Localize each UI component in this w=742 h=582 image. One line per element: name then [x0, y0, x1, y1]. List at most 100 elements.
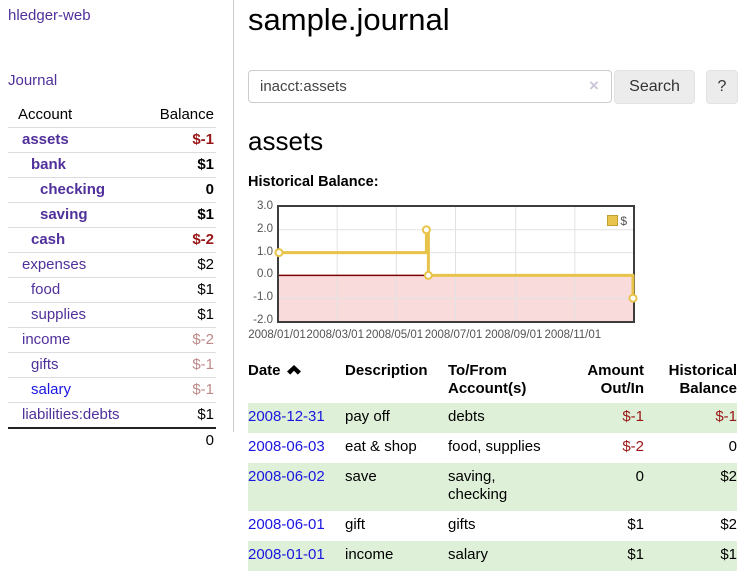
chart-x-axis-labels: 2008/01/01 2008/03/01 2008/05/01 2008/07/01… — [248, 329, 742, 343]
accounts-table-header: Account Balance — [8, 103, 216, 128]
sidebar-account-link[interactable]: bank — [31, 156, 67, 173]
register-row: 2008-01-01 income salary $1 $1 — [248, 540, 737, 571]
register-row: 2008-06-01 gift gifts $1 $2 — [248, 511, 737, 541]
transaction-date-link[interactable]: 2008-12-31 — [248, 408, 325, 425]
description-cell: gift — [345, 516, 366, 533]
sidebar-account-link[interactable]: income — [22, 331, 71, 348]
description-cell: income — [345, 540, 448, 571]
balance-cell: $2 — [644, 462, 737, 511]
register-table: Date Description To/From Account(s) Amou… — [248, 358, 737, 571]
x-tick-label: 2008/07/01 — [424, 329, 483, 341]
accounts-total-row: 0 — [8, 427, 216, 453]
account-row: income $-2 — [8, 327, 216, 353]
sidebar-account-link[interactable]: checking — [40, 181, 106, 198]
account-name-cell: expenses — [8, 252, 139, 278]
sidebar-account-link[interactable]: cash — [31, 231, 66, 248]
search-button[interactable]: Search — [614, 70, 695, 104]
account-row: gifts $-1 — [8, 352, 216, 378]
date-cell: 2008-12-31 — [248, 403, 345, 433]
y-tick-label: -2.0 — [253, 314, 273, 326]
register-row: 2008-06-03 eat & shop food, supplies $-2 0 — [248, 433, 737, 463]
account-name-cell: gifts — [8, 352, 139, 378]
accounts-table: Account Balance assets $-1 bank $1 checking 0… — [8, 103, 216, 453]
amount-column-header: Amount Out/In — [587, 362, 644, 397]
y-tick-label: 0.0 — [257, 268, 273, 281]
description-cell: save — [345, 462, 448, 511]
account-row: assets $-1 — [8, 127, 216, 153]
sidebar-account-link[interactable]: saving — [40, 206, 88, 223]
search-input[interactable] — [248, 70, 612, 103]
chart-heading: Historical Balance: — [248, 174, 379, 190]
description-cell: eat & shop — [345, 437, 417, 455]
date-cell: 2008-06-03 — [248, 433, 345, 463]
account-name-cell: food — [8, 277, 139, 303]
account-balance: 0 — [138, 177, 216, 203]
amount-cell: $1 — [627, 516, 644, 533]
y-tick-label: 3.0 — [257, 200, 273, 212]
balance-column-header: Balance — [159, 106, 214, 123]
account-balance: $-2 — [138, 327, 216, 353]
account-balance: $1 — [138, 302, 216, 328]
legend-label: $ — [620, 214, 627, 228]
x-tick-label: 2008/11/01 — [544, 329, 602, 341]
sidebar-account-link[interactable]: liabilities:debts — [22, 406, 120, 423]
account-balance: $2 — [138, 252, 216, 278]
chart-plot-area: $ — [274, 205, 638, 323]
description-column-header: Description — [345, 362, 428, 379]
accounts-cell: gifts — [448, 516, 476, 533]
account-name-cell: checking — [8, 177, 139, 203]
account-name-cell: assets — [8, 127, 139, 153]
sidebar-account-link[interactable]: assets — [22, 131, 69, 148]
y-tick-label: 2.0 — [257, 222, 273, 235]
date-column-header[interactable]: Date — [248, 358, 345, 403]
sidebar-account-link[interactable]: food — [31, 281, 61, 298]
account-row: supplies $1 — [8, 302, 216, 328]
y-tick-label: 1.0 — [257, 245, 273, 258]
amount-cell: $1 — [556, 540, 644, 571]
date-cell: 2008-01-01 — [248, 540, 345, 571]
balance-cell: 0 — [728, 437, 737, 455]
transaction-date-link[interactable]: 2008-06-02 — [248, 467, 325, 485]
accounts-cell: debts — [448, 403, 556, 433]
sidebar-divider — [233, 0, 234, 432]
account-heading: assets — [248, 126, 324, 156]
sidebar-account-link[interactable]: gifts — [31, 356, 59, 373]
account-balance: $-2 — [138, 227, 216, 253]
account-balance: $1 — [138, 202, 216, 228]
account-name-cell: cash — [8, 227, 139, 253]
transaction-date-link[interactable]: 2008-01-01 — [248, 545, 325, 563]
account-balance: $-1 — [138, 352, 216, 378]
search-bar: × Search ? — [248, 70, 742, 104]
balance-column-header: Historical Balance — [668, 362, 737, 397]
account-row: expenses $2 — [8, 252, 216, 278]
register-row: 2008-12-31 pay off debts $-1 $-1 — [248, 403, 737, 433]
clear-search-icon[interactable]: × — [589, 76, 599, 95]
sidebar-account-link[interactable]: salary — [31, 381, 72, 398]
account-row: checking 0 — [8, 177, 216, 203]
account-balance: $1 — [138, 402, 216, 428]
account-row: salary $-1 — [8, 377, 216, 403]
app-brand-link[interactable]: hledger-web — [8, 7, 91, 24]
account-name-cell: income — [8, 327, 139, 353]
sidebar-account-link[interactable]: expenses — [22, 256, 87, 273]
accounts-cell: saving, checking — [448, 462, 556, 511]
balance-cell: $-1 — [644, 403, 737, 433]
description-cell: pay off — [345, 403, 448, 433]
date-cell: 2008-06-01 — [248, 511, 345, 541]
chart-canvas — [274, 207, 638, 321]
transaction-date-link[interactable]: 2008-06-01 — [248, 516, 325, 533]
account-row: food $1 — [8, 277, 216, 303]
accounts-cell: food, supplies — [448, 437, 541, 455]
help-button[interactable]: ? — [706, 70, 738, 104]
account-name-cell: saving — [8, 202, 139, 228]
sidebar-item-journal[interactable]: Journal — [8, 72, 58, 89]
account-column-header: Account — [18, 106, 73, 123]
account-row: saving $1 — [8, 202, 216, 228]
x-tick-label: 2008/01/01 — [248, 329, 306, 341]
account-name-cell: liabilities:debts — [8, 402, 139, 428]
sidebar-account-link[interactable]: supplies — [31, 306, 87, 323]
transaction-date-link[interactable]: 2008-06-03 — [248, 437, 325, 455]
account-name-cell: salary — [8, 377, 139, 403]
x-tick-label: 2008/09/01 — [484, 329, 543, 341]
historical-balance-chart: 3.0 2.0 1.0 0.0 -1.0 -2.0 $ 2008/01/01 2008/03… — [248, 200, 742, 347]
